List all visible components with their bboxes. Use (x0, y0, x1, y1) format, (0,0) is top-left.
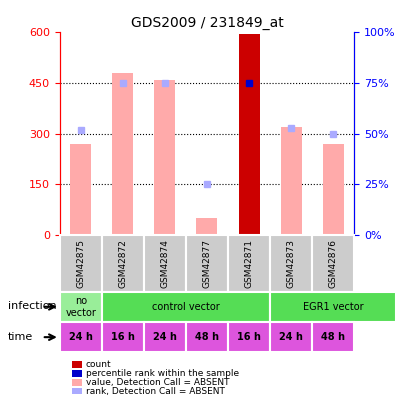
Text: GSM42872: GSM42872 (118, 239, 127, 288)
FancyBboxPatch shape (312, 322, 354, 352)
Text: GSM42873: GSM42873 (287, 239, 296, 288)
Text: percentile rank within the sample: percentile rank within the sample (86, 369, 239, 378)
FancyBboxPatch shape (60, 322, 102, 352)
FancyBboxPatch shape (270, 235, 312, 292)
Title: GDS2009 / 231849_at: GDS2009 / 231849_at (131, 16, 283, 30)
Text: EGR1 vector: EGR1 vector (303, 302, 363, 312)
FancyBboxPatch shape (270, 322, 312, 352)
Text: GSM42874: GSM42874 (160, 239, 170, 288)
Bar (323, 144, 344, 235)
Text: 48 h: 48 h (321, 332, 345, 342)
Text: GSM42876: GSM42876 (329, 239, 338, 288)
Text: 48 h: 48 h (195, 332, 219, 342)
Text: 24 h: 24 h (279, 332, 303, 342)
Text: count: count (86, 360, 111, 369)
Text: time: time (8, 332, 33, 342)
FancyBboxPatch shape (102, 235, 144, 292)
Bar (154, 80, 176, 235)
Text: 24 h: 24 h (69, 332, 93, 342)
Bar (281, 127, 302, 235)
Text: GSM42877: GSM42877 (203, 239, 211, 288)
Text: infection: infection (8, 301, 57, 311)
FancyBboxPatch shape (144, 235, 186, 292)
FancyBboxPatch shape (60, 292, 102, 322)
FancyBboxPatch shape (186, 235, 228, 292)
Bar (70, 144, 91, 235)
Text: 24 h: 24 h (153, 332, 177, 342)
Text: control vector: control vector (152, 302, 220, 312)
Text: GSM42871: GSM42871 (244, 239, 254, 288)
FancyBboxPatch shape (102, 292, 270, 322)
Text: GSM42875: GSM42875 (76, 239, 85, 288)
FancyBboxPatch shape (270, 292, 396, 322)
Bar (112, 73, 133, 235)
Text: value, Detection Call = ABSENT: value, Detection Call = ABSENT (86, 378, 229, 387)
FancyBboxPatch shape (186, 322, 228, 352)
FancyBboxPatch shape (60, 235, 102, 292)
Bar (197, 218, 217, 235)
Text: no
vector: no vector (65, 296, 96, 318)
Bar (238, 34, 259, 235)
Text: 16 h: 16 h (111, 332, 135, 342)
FancyBboxPatch shape (144, 322, 186, 352)
FancyBboxPatch shape (102, 322, 144, 352)
Text: 16 h: 16 h (237, 332, 261, 342)
FancyBboxPatch shape (228, 235, 270, 292)
FancyBboxPatch shape (312, 235, 354, 292)
Text: rank, Detection Call = ABSENT: rank, Detection Call = ABSENT (86, 387, 224, 396)
FancyBboxPatch shape (228, 322, 270, 352)
